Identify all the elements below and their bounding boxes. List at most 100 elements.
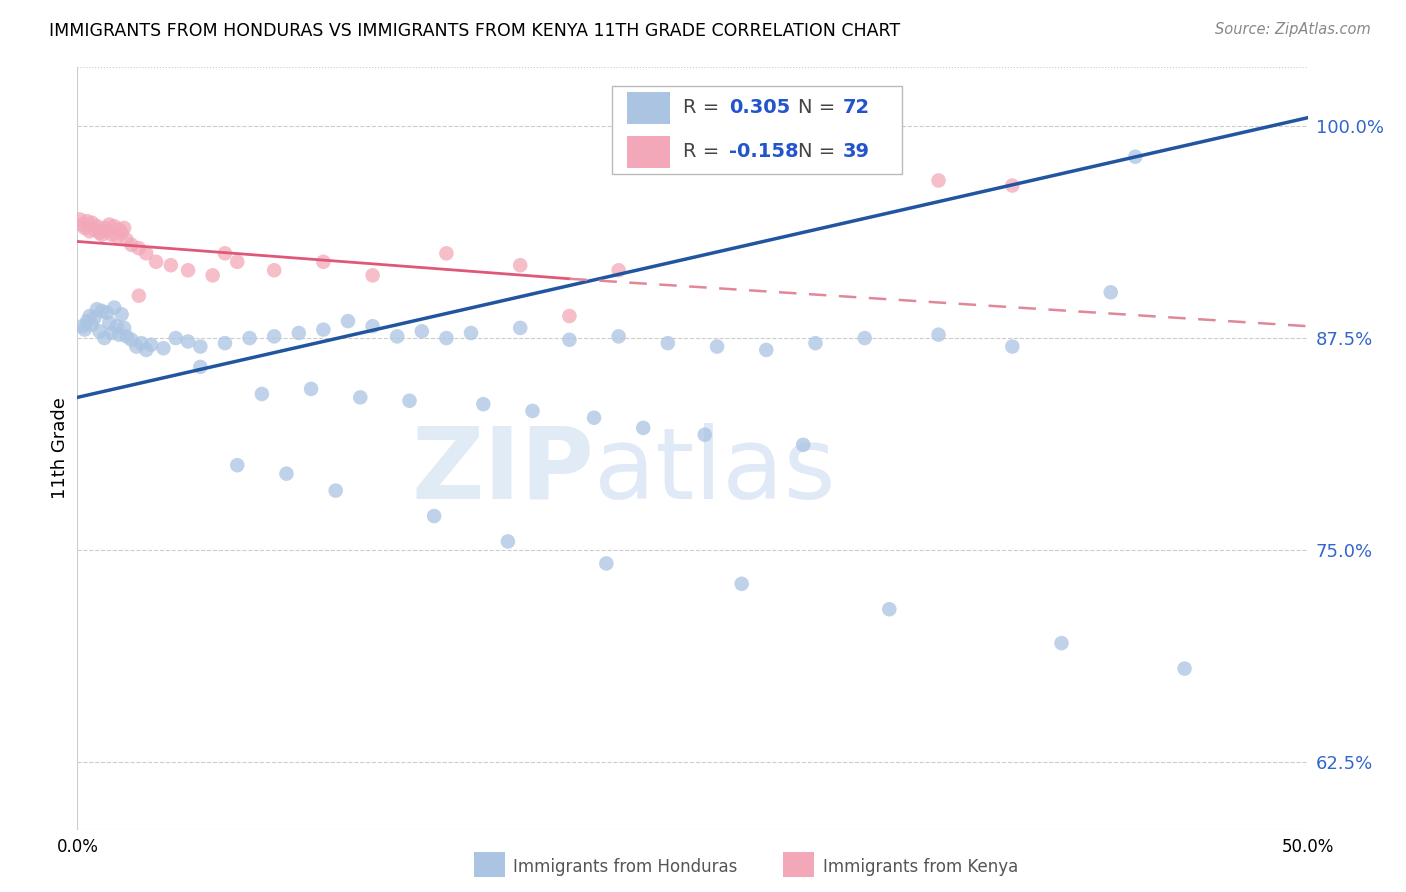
Point <box>96 224 118 238</box>
Point <box>325 483 347 498</box>
Point <box>73 221 96 235</box>
Point <box>129 336 153 351</box>
Point <box>522 404 544 418</box>
Point <box>83 310 105 325</box>
Point <box>214 336 236 351</box>
Point <box>111 307 132 321</box>
Point <box>226 458 249 472</box>
Point <box>82 216 104 230</box>
Point <box>128 289 150 303</box>
Point <box>731 576 754 591</box>
Text: 0.305: 0.305 <box>730 98 790 118</box>
Point <box>112 321 135 335</box>
Point <box>108 222 131 236</box>
Point <box>633 421 655 435</box>
Point <box>111 226 132 240</box>
Text: Source: ZipAtlas.com: Source: ZipAtlas.com <box>1215 22 1371 37</box>
Text: ZIP: ZIP <box>411 423 595 520</box>
Point <box>509 321 531 335</box>
Point <box>83 222 105 236</box>
Point <box>69 212 91 227</box>
Point <box>141 338 163 352</box>
Point <box>411 324 433 338</box>
FancyBboxPatch shape <box>627 136 671 168</box>
Point <box>595 557 617 571</box>
Point <box>76 314 98 328</box>
Point <box>82 318 104 332</box>
Point <box>879 602 901 616</box>
Point <box>385 329 409 343</box>
Text: atlas: atlas <box>595 423 835 520</box>
Y-axis label: 11th Grade: 11th Grade <box>51 397 69 500</box>
Point <box>361 268 384 283</box>
Point <box>706 340 728 354</box>
Text: IMMIGRANTS FROM HONDURAS VS IMMIGRANTS FROM KENYA 11TH GRADE CORRELATION CHART: IMMIGRANTS FROM HONDURAS VS IMMIGRANTS F… <box>49 22 900 40</box>
Point <box>804 336 827 351</box>
Point <box>86 302 108 317</box>
Point <box>288 326 311 340</box>
Point <box>93 331 115 345</box>
Point <box>263 263 285 277</box>
Point <box>558 309 581 323</box>
Point <box>460 326 482 340</box>
Point <box>79 309 101 323</box>
Text: R =: R = <box>683 98 725 118</box>
Text: Immigrants from Kenya: Immigrants from Kenya <box>823 858 1018 876</box>
Point <box>76 214 98 228</box>
Point <box>263 329 285 343</box>
Point <box>115 329 138 343</box>
Point <box>436 246 458 260</box>
Point <box>214 246 236 260</box>
Point <box>239 331 262 345</box>
Point <box>70 218 93 232</box>
Point <box>928 173 950 187</box>
Point <box>90 304 114 318</box>
Point <box>98 316 121 330</box>
Point <box>108 327 131 342</box>
Point <box>423 508 446 523</box>
Point <box>101 326 124 340</box>
Point <box>177 263 200 277</box>
Text: -0.158: -0.158 <box>730 142 799 161</box>
Point <box>509 258 531 272</box>
Point <box>312 322 335 336</box>
Point <box>337 314 360 328</box>
Point <box>472 397 495 411</box>
Text: Immigrants from Honduras: Immigrants from Honduras <box>513 858 738 876</box>
Point <box>90 227 114 242</box>
Point <box>398 393 420 408</box>
Text: N =: N = <box>799 98 842 118</box>
Point <box>121 333 143 347</box>
Point <box>103 219 125 234</box>
Point <box>115 233 138 247</box>
Point <box>105 319 128 334</box>
Text: 72: 72 <box>842 98 870 118</box>
Point <box>1050 636 1073 650</box>
Point <box>755 343 778 357</box>
FancyBboxPatch shape <box>613 86 901 174</box>
Point <box>226 254 249 268</box>
Point <box>657 336 679 351</box>
Point <box>152 341 174 355</box>
Point <box>135 343 157 357</box>
Point <box>1001 340 1024 354</box>
Point <box>299 382 322 396</box>
Point <box>145 254 167 268</box>
Point <box>70 319 93 334</box>
Point <box>165 331 187 345</box>
Point <box>125 340 148 354</box>
Point <box>693 427 716 442</box>
Point <box>312 254 335 268</box>
Point <box>89 226 111 240</box>
Point <box>607 329 630 343</box>
Point <box>436 331 458 345</box>
Point <box>98 218 121 232</box>
Point <box>112 221 135 235</box>
Point <box>349 391 371 405</box>
Point <box>792 438 814 452</box>
Point <box>1099 285 1122 300</box>
Point <box>496 534 519 549</box>
Point <box>583 410 606 425</box>
Point <box>558 333 581 347</box>
Point <box>1125 150 1147 164</box>
